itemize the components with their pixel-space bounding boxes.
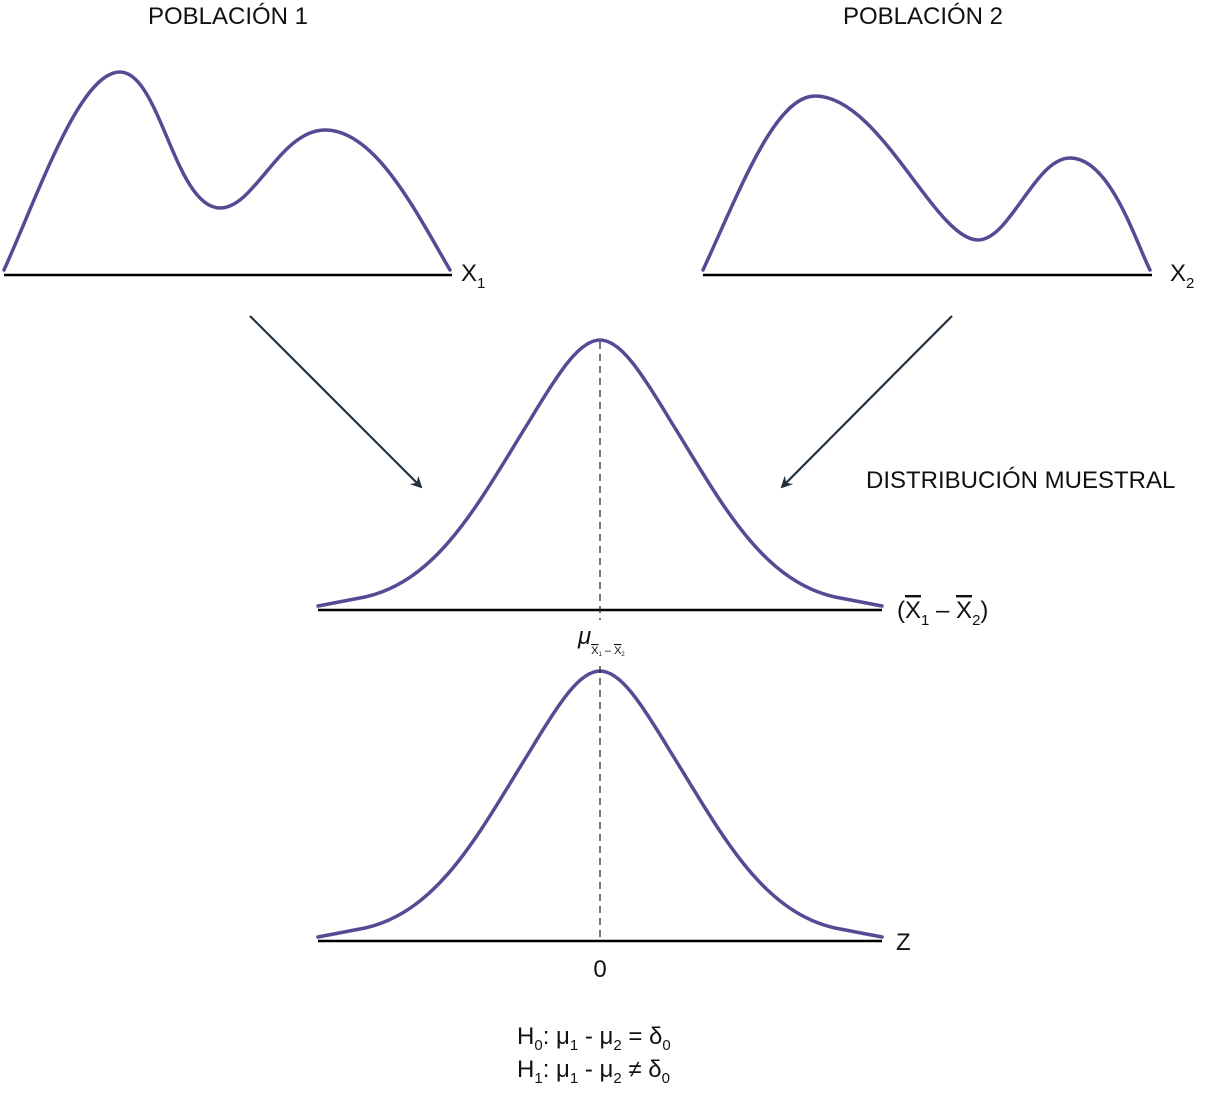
arrow-population-1-to-sampling (249, 315, 423, 489)
population-1-curve (2, 70, 452, 272)
sampling-axis-label: (X1 – X2) (897, 597, 988, 629)
alternative-hypothesis: H1: μ1 - μ2 ≠ δ0 (517, 1056, 670, 1087)
z-center-label: 0 (593, 956, 606, 983)
z-axis-label: Z (896, 929, 911, 956)
population-2-curve (701, 94, 1152, 272)
null-hypothesis: H0: μ1 - μ2 = δ0 (517, 1023, 671, 1054)
sampling-mean-label: μX1 – X2 (577, 623, 625, 658)
population-1-axis-label: X1 (461, 260, 485, 292)
population-2-axis-label: X2 (1170, 260, 1194, 292)
population-2-title: POBLACIÓN 2 (843, 3, 1003, 30)
sampling-distribution-title: DISTRIBUCIÓN MUESTRAL (866, 467, 1175, 494)
sampling-distribution-curve (316, 338, 884, 608)
arrow-population-2-to-sampling (780, 315, 953, 489)
population-1-title: POBLACIÓN 1 (148, 3, 308, 30)
